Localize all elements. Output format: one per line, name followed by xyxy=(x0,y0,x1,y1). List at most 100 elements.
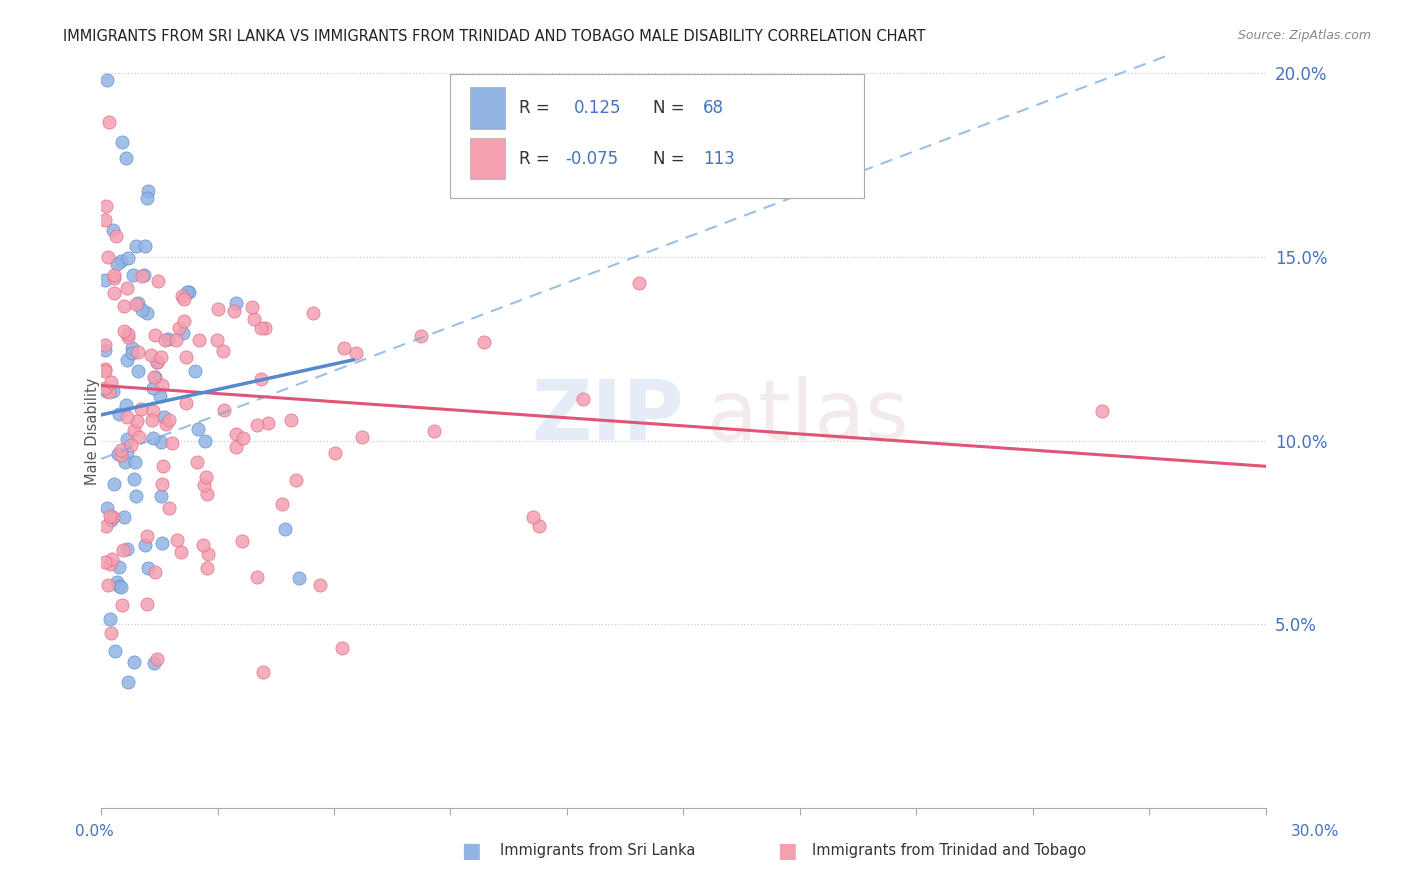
Point xyxy=(271,497,294,511)
Point xyxy=(246,418,269,433)
Point xyxy=(527,518,550,533)
Point xyxy=(94,364,117,378)
Point xyxy=(117,445,139,459)
Point xyxy=(115,353,138,368)
Point xyxy=(170,545,193,559)
Point xyxy=(94,519,117,533)
Text: Immigrants from Sri Lanka: Immigrants from Sri Lanka xyxy=(501,844,695,858)
Text: 0.0%: 0.0% xyxy=(75,824,114,838)
FancyBboxPatch shape xyxy=(470,87,505,128)
Point xyxy=(136,184,159,198)
Point xyxy=(129,402,152,417)
Text: 30.0%: 30.0% xyxy=(1291,824,1339,838)
Point xyxy=(174,396,197,410)
Point xyxy=(152,410,174,425)
Point xyxy=(94,343,117,357)
Text: 68: 68 xyxy=(703,99,724,117)
Point xyxy=(212,403,235,417)
Point xyxy=(100,513,122,527)
Point xyxy=(153,333,176,347)
Point xyxy=(187,422,209,436)
Point xyxy=(97,578,120,592)
Point xyxy=(174,351,197,365)
Point xyxy=(96,72,118,87)
Point xyxy=(134,268,156,283)
Point xyxy=(422,424,444,438)
Point xyxy=(127,345,149,359)
Point xyxy=(184,364,207,378)
Point xyxy=(135,529,157,543)
Text: Immigrants from Trinidad and Tobago: Immigrants from Trinidad and Tobago xyxy=(813,844,1085,858)
Point xyxy=(107,579,129,593)
Point xyxy=(135,306,157,320)
Point xyxy=(101,510,124,524)
Point xyxy=(103,644,125,658)
Point xyxy=(472,334,495,349)
Point xyxy=(253,321,276,335)
Point xyxy=(136,560,159,574)
Point xyxy=(103,477,125,491)
Point xyxy=(250,371,273,385)
Point xyxy=(232,431,254,445)
Point xyxy=(166,533,188,548)
Text: R =: R = xyxy=(519,99,555,117)
Point xyxy=(125,296,148,310)
Point xyxy=(188,333,211,347)
Point xyxy=(157,412,180,426)
Point xyxy=(105,574,128,589)
Point xyxy=(143,565,166,579)
Point xyxy=(257,416,280,430)
Text: ■: ■ xyxy=(461,841,481,861)
Point xyxy=(134,238,156,252)
Point xyxy=(225,440,247,454)
Point xyxy=(108,559,131,574)
Point xyxy=(117,326,139,341)
Point xyxy=(117,330,139,344)
Point xyxy=(195,487,218,501)
Point xyxy=(150,377,173,392)
Point xyxy=(117,409,139,424)
Point xyxy=(112,324,135,338)
Point xyxy=(350,430,373,444)
Point xyxy=(103,271,125,285)
Text: atlas: atlas xyxy=(707,376,908,457)
Point xyxy=(323,446,346,460)
Point xyxy=(280,413,302,427)
Point xyxy=(231,534,253,549)
Point xyxy=(100,552,122,566)
Point xyxy=(207,302,229,317)
Point xyxy=(222,304,245,318)
Text: -0.075: -0.075 xyxy=(565,150,619,168)
Point xyxy=(110,580,132,594)
Point xyxy=(344,346,367,360)
Point xyxy=(150,435,173,450)
Point xyxy=(193,538,215,552)
Point xyxy=(127,364,149,378)
Point xyxy=(101,223,124,237)
Text: ■: ■ xyxy=(778,841,797,861)
Point xyxy=(142,381,165,395)
Point xyxy=(98,612,121,626)
Point xyxy=(152,459,174,474)
Point xyxy=(125,489,148,503)
Point xyxy=(250,320,273,334)
Point xyxy=(157,332,180,346)
Point xyxy=(170,289,193,303)
Point xyxy=(124,455,146,469)
Point xyxy=(143,370,166,384)
Point xyxy=(627,276,650,290)
Point xyxy=(157,500,180,515)
Point xyxy=(308,578,330,592)
Point xyxy=(193,477,215,491)
Point xyxy=(131,268,153,283)
Point xyxy=(150,535,173,549)
Point xyxy=(121,268,143,283)
Point xyxy=(333,341,356,355)
Point xyxy=(128,430,150,444)
Point xyxy=(100,375,122,389)
Point xyxy=(94,273,117,287)
Point xyxy=(117,281,139,295)
Point xyxy=(197,547,219,561)
Point xyxy=(212,343,235,358)
Point xyxy=(136,597,159,611)
